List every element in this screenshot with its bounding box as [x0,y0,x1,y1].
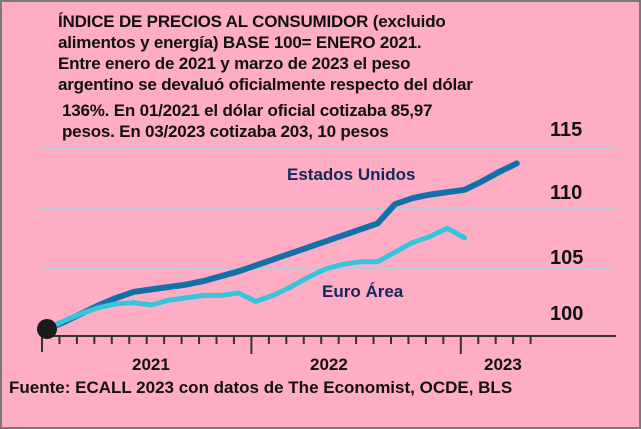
origin-marker [37,319,57,339]
xtick-2022: 2022 [310,355,348,374]
series-line-us [44,160,520,332]
series-line-euro [44,225,468,332]
title-line-6: pesos. En 03/2023 cotizaba 203, 10 pesos [62,122,389,141]
title-line-5: 136%. En 01/2021 el dólar oficial cotiza… [62,101,433,120]
series-label-us: Estados Unidos [287,165,415,184]
ytick-115: 115 [550,119,582,141]
series-label-euro: Euro Área [322,282,404,301]
title-line-4: argentino se devaluó oficialmente respec… [58,75,473,94]
ytick-100: 100 [550,303,583,325]
xtick-2023: 2023 [484,355,522,374]
ytick-110: 110 [550,182,582,204]
ytick-105: 105 [550,247,583,269]
title-line-3: Entre enero de 2021 y marzo de 2023 el p… [58,54,411,73]
title-line-2: alimentos y energía) BASE 100= ENERO 202… [58,33,422,52]
title-line-1: ÍNDICE DE PRECIOS AL CONSUMIDOR (excluid… [58,12,446,31]
xtick-2021: 2021 [132,355,170,374]
source-note: Fuente: ECALL 2023 con datos de The Econ… [9,378,513,397]
